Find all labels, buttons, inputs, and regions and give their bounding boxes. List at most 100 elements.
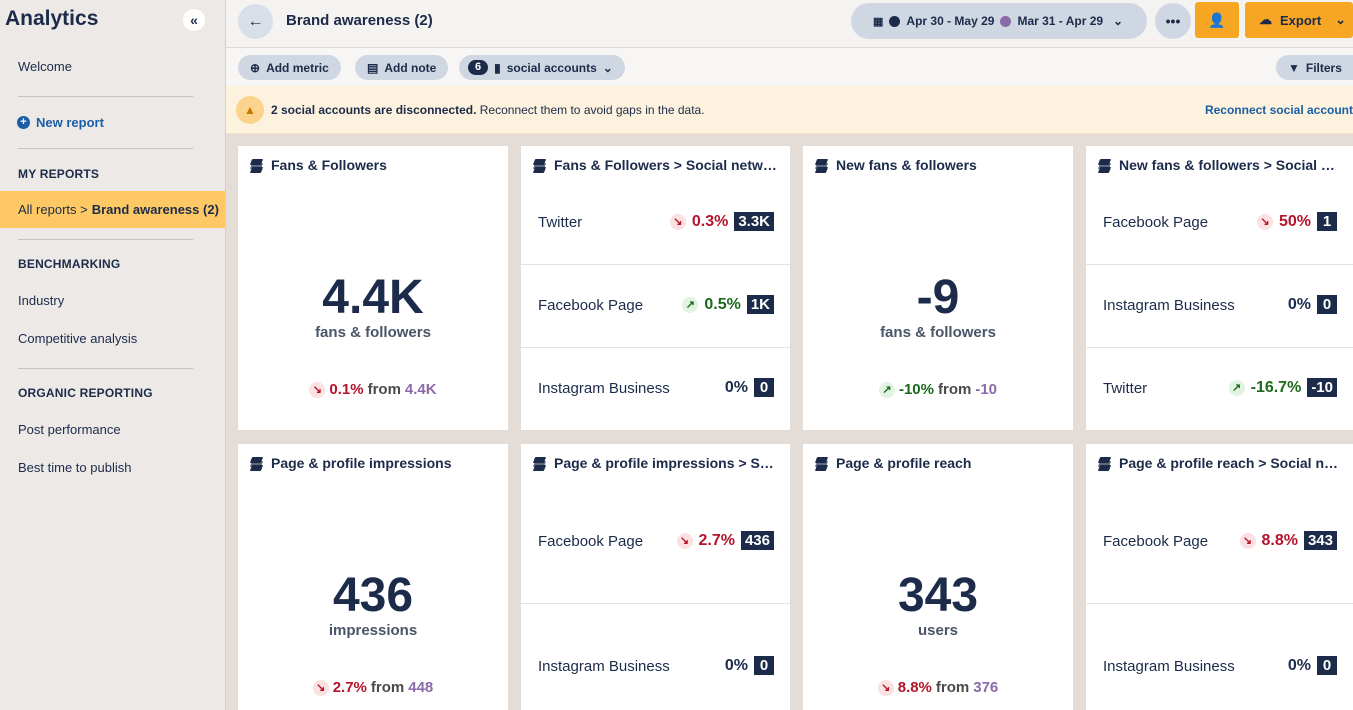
trend-down-icon: ↘ bbox=[676, 532, 693, 549]
previous-value: 4.4K bbox=[404, 381, 437, 398]
metric-value: 436 bbox=[332, 569, 414, 622]
metric-card-reach-networks[interactable]: Page & profile reach > Social networks F… bbox=[1086, 444, 1353, 710]
chevron-down-icon: ⌄ bbox=[1335, 12, 1347, 27]
change-percent: 8.8% bbox=[897, 679, 932, 696]
metric-value: 343 bbox=[897, 569, 979, 622]
sidebar-item-post-performance[interactable]: Post performance bbox=[18, 422, 121, 437]
filters-button[interactable]: ▼ Filters bbox=[1276, 55, 1353, 80]
report-toolbar: ⊕ Add metric ▤ Add note 6 ▮ social accou… bbox=[226, 48, 1353, 86]
change-percent: -10% bbox=[898, 381, 934, 398]
divider bbox=[18, 96, 193, 97]
layers-icon bbox=[250, 158, 264, 173]
metric-change: ↗ -10% from -10 bbox=[803, 381, 1073, 398]
sidebar-item-industry[interactable]: Industry bbox=[18, 293, 65, 308]
reconnect-link[interactable]: Reconnect social account bbox=[1204, 103, 1353, 117]
trend-up-icon: ↗ bbox=[878, 381, 895, 398]
value-badge: 1 bbox=[1317, 212, 1337, 231]
plus-circle-icon: ⊕ bbox=[250, 60, 261, 75]
value-badge: 343 bbox=[1303, 531, 1337, 550]
social-accounts-dropdown[interactable]: 6 ▮ social accounts ⌄ bbox=[459, 55, 625, 80]
card-title-text: Fans & Followers bbox=[271, 157, 387, 173]
network-name: Twitter bbox=[538, 214, 583, 231]
date-range-picker[interactable]: ▦ Apr 30 - May 29 Mar 31 - Apr 29 ⌄ bbox=[851, 3, 1147, 39]
breadcrumb-all-reports[interactable]: All reports > bbox=[18, 202, 88, 217]
export-button[interactable]: ☁ Export ⌄ bbox=[1245, 2, 1353, 38]
from-label: from bbox=[935, 679, 970, 696]
share-button[interactable]: 👤 bbox=[1195, 2, 1239, 38]
metric-unit: fans & followers bbox=[880, 324, 996, 341]
metric-card-impressions[interactable]: Page & profile impressions 436 impressio… bbox=[238, 444, 508, 710]
trend-down-icon: ↘ bbox=[312, 679, 329, 696]
card-title-text: New fans & followers bbox=[836, 157, 977, 173]
add-metric-button[interactable]: ⊕ Add metric bbox=[238, 55, 341, 80]
change-percent: 0% bbox=[1287, 295, 1311, 313]
network-name: Instagram Business bbox=[538, 380, 670, 397]
card-title: Page & profile reach > Social networks bbox=[1098, 455, 1343, 471]
divider bbox=[18, 368, 193, 369]
sidebar: Analytics « Welcome + New report MY REPO… bbox=[0, 0, 226, 710]
metric-change: ↘ 0.1% from 4.4K bbox=[238, 381, 508, 398]
network-name: Instagram Business bbox=[1103, 658, 1235, 675]
change-percent: 0% bbox=[724, 378, 748, 396]
app-title: Analytics bbox=[5, 7, 99, 30]
metric-card-reach[interactable]: Page & profile reach 343 users ↘ 8.8% fr… bbox=[803, 444, 1073, 710]
metric-unit: users bbox=[917, 622, 959, 639]
card-title: New fans & followers bbox=[815, 157, 1063, 173]
benchmarking-heading: BENCHMARKING bbox=[18, 257, 121, 271]
previous-value: 448 bbox=[408, 679, 434, 696]
more-options-button[interactable]: ••• bbox=[1155, 3, 1191, 39]
sidebar-item-best-time[interactable]: Best time to publish bbox=[18, 460, 132, 475]
layers-icon bbox=[533, 158, 547, 173]
card-title-text: Page & profile reach > Social networks bbox=[1119, 455, 1343, 471]
metric-card-fans-followers[interactable]: Fans & Followers 4.4K fans & followers ↘… bbox=[238, 146, 508, 430]
cloud-download-icon: ☁ bbox=[1259, 12, 1272, 27]
sidebar-item-competitive-analysis[interactable]: Competitive analysis bbox=[18, 331, 138, 346]
network-name: Facebook Page bbox=[538, 533, 644, 550]
layers-icon bbox=[815, 456, 829, 471]
export-label: Export bbox=[1280, 12, 1322, 28]
comment-icon: ▤ bbox=[367, 60, 379, 75]
metric-card-new-fans[interactable]: New fans & followers -9 fans & followers… bbox=[803, 146, 1073, 430]
current-range: Apr 30 - May 29 bbox=[906, 14, 995, 28]
trend-up-icon: ↗ bbox=[1228, 379, 1245, 396]
filters-label: Filters bbox=[1305, 60, 1342, 75]
trend-down-icon: ↘ bbox=[1239, 532, 1256, 549]
layers-icon bbox=[815, 158, 829, 173]
filter-icon: ▼ bbox=[1288, 60, 1300, 75]
my-reports-heading: MY REPORTS bbox=[18, 167, 100, 181]
add-note-button[interactable]: ▤ Add note bbox=[355, 55, 449, 80]
network-row: Facebook Page ↘ 2.7% 436 bbox=[521, 480, 790, 604]
organic-reporting-heading: ORGANIC REPORTING bbox=[18, 386, 153, 400]
value-badge: 0 bbox=[754, 656, 774, 675]
metric-card-impressions-networks[interactable]: Page & profile impressions > Social netw… bbox=[521, 444, 790, 710]
change-percent: 0.5% bbox=[704, 295, 741, 313]
previous-value: 376 bbox=[973, 679, 999, 696]
sidebar-item-brand-awareness[interactable]: All reports > Brand awareness (2) bbox=[0, 191, 225, 228]
network-name: Instagram Business bbox=[538, 658, 670, 675]
disconnected-banner: ▲ 2 social accounts are disconnected. Re… bbox=[226, 86, 1353, 134]
metric-card-fans-followers-networks[interactable]: Fans & Followers > Social networks Twitt… bbox=[521, 146, 790, 430]
back-button[interactable]: ← bbox=[238, 4, 273, 39]
network-name: Facebook Page bbox=[538, 297, 644, 314]
add-metric-label: Add metric bbox=[266, 60, 329, 75]
change-percent: -16.7% bbox=[1250, 378, 1302, 396]
network-row: Facebook Page ↘ 50% 1 bbox=[1086, 182, 1353, 265]
change-percent: 0% bbox=[724, 656, 748, 674]
metric-change: ↘ 8.8% from 376 bbox=[803, 679, 1073, 696]
collapse-sidebar-icon[interactable]: « bbox=[183, 9, 205, 31]
add-note-label: Add note bbox=[384, 60, 437, 75]
new-report-button[interactable]: + New report bbox=[17, 115, 104, 130]
network-row: Instagram Business 0% 0 bbox=[1086, 604, 1353, 710]
calendar-icon: ▦ bbox=[873, 15, 884, 28]
network-row: Instagram Business 0% 0 bbox=[1086, 265, 1353, 348]
add-user-icon: 👤 bbox=[1208, 11, 1226, 28]
divider bbox=[18, 239, 193, 240]
page-title: Brand awareness (2) bbox=[286, 12, 433, 29]
card-title-text: New fans & followers > Social networks bbox=[1119, 157, 1343, 173]
change-percent: 50% bbox=[1278, 212, 1311, 230]
metric-card-new-fans-networks[interactable]: New fans & followers > Social networks F… bbox=[1086, 146, 1353, 430]
sidebar-item-welcome[interactable]: Welcome bbox=[18, 59, 72, 74]
layers-icon bbox=[250, 456, 264, 471]
network-row: Facebook Page ↗ 0.5% 1K bbox=[521, 265, 790, 348]
network-row: Twitter ↘ 0.3% 3.3K bbox=[521, 182, 790, 265]
